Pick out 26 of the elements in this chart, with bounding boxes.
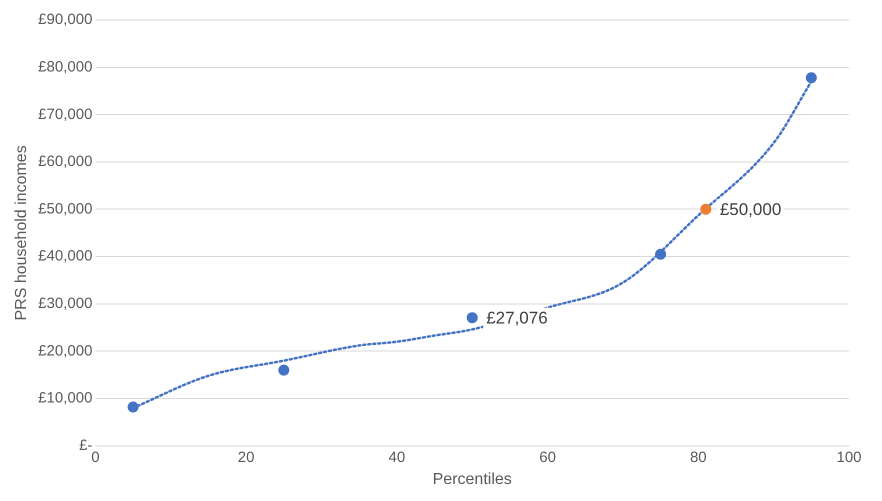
x-tick-label: 60 [539,448,556,466]
data-label: £50,000 [720,200,782,219]
x-tick-label: 0 [91,448,100,466]
y-tick-label: £10,000 [38,390,92,407]
point [128,402,139,413]
data-label: £27,076 [486,308,548,328]
point [278,364,290,376]
point [700,204,712,215]
x-tick-label: 20 [238,448,254,466]
point [466,312,478,324]
y-tick-label: £- [79,436,92,454]
y-tick-label: £50,000 [38,200,92,218]
y-axis-title: PRS household incomes [13,145,30,321]
y-tick-label: £80,000 [38,58,92,76]
y-tick-label: £40,000 [38,248,92,265]
y-tick-label: £30,000 [38,295,92,312]
point [806,72,817,84]
x-tick-label: 80 [690,448,707,466]
x-axis-title: Percentiles [432,470,512,488]
y-tick-label: £90,000 [38,11,92,28]
x-tick-label: 40 [388,448,406,466]
point [655,248,666,260]
y-tick-label: £70,000 [38,106,92,123]
y-tick-label: £60,000 [38,153,92,170]
x-tick-label: 100 [836,448,862,466]
y-tick-label: £20,000 [38,342,92,360]
